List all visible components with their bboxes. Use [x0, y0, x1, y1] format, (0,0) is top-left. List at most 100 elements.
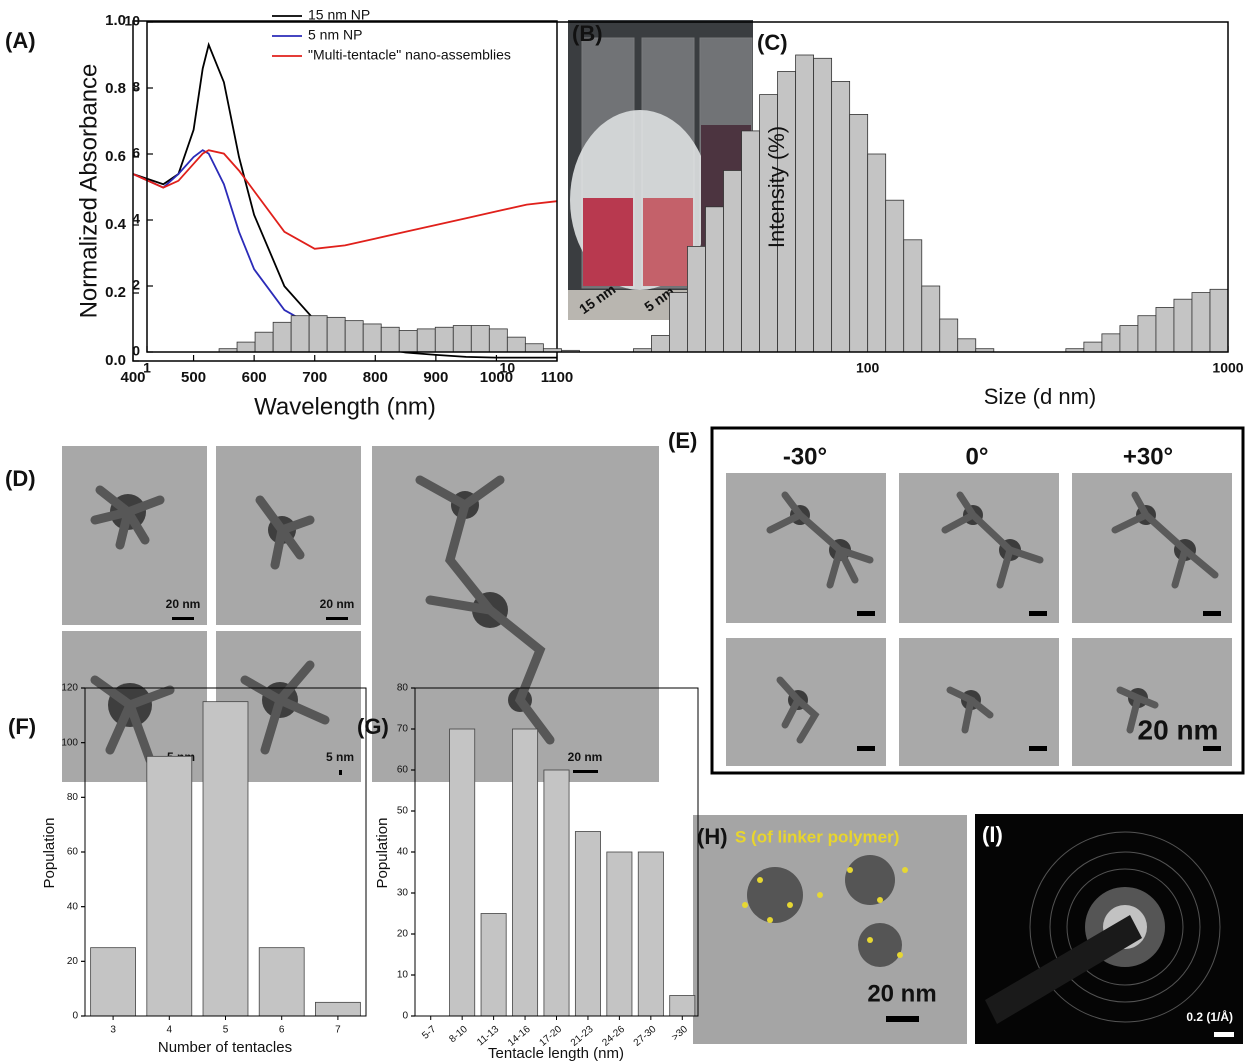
histogram-bar [1119, 325, 1139, 353]
histogram-bar [939, 318, 959, 353]
y-tick-label: 10 [397, 970, 409, 981]
plot-frame [84, 687, 367, 1017]
histogram-bar [398, 330, 418, 353]
y-axis-label: Population [374, 818, 391, 889]
y-tick-label: 80 [397, 683, 409, 694]
histogram-bar [488, 328, 508, 353]
histogram-bar [452, 325, 472, 353]
panel-label: (D) [5, 466, 36, 491]
histogram-bar [434, 326, 454, 353]
histogram-bar [254, 331, 274, 353]
x-tick-label: 400 [120, 369, 145, 386]
y-tick-label: 0.0 [105, 352, 126, 369]
y-tick-label: 0.2 [105, 284, 126, 301]
legend-label: "Multi-tentacle" nano-assemblies [308, 47, 511, 63]
histogram-bar [1137, 315, 1157, 353]
scale-bar-label: 20 nm [320, 597, 355, 611]
histogram-bar [524, 343, 544, 353]
histogram-bar [362, 323, 382, 353]
histogram-bar [813, 57, 833, 353]
y-axis-label: Population [41, 818, 58, 889]
x-axis-label: Number of tentacles [158, 1039, 292, 1056]
histogram-bar [651, 335, 670, 353]
x-tick-label: 900 [423, 369, 448, 386]
panel-label: (I) [982, 822, 1003, 847]
bar [146, 755, 193, 1017]
x-tick-label: 800 [363, 369, 388, 386]
scale-bar-label: 0.2 (1/Å) [1186, 1009, 1233, 1024]
bar [543, 769, 570, 1017]
y-tick-label: 1.0 [105, 12, 126, 29]
histogram-bar [885, 199, 905, 353]
x-tick-label: 1100 [541, 369, 574, 386]
histogram-bar [380, 326, 400, 353]
bar [606, 851, 633, 1017]
histogram-bar [1173, 298, 1193, 353]
x-tick-label: 4 [167, 1025, 173, 1036]
histogram-bar [1083, 341, 1103, 353]
y-tick-label: 0.6 [105, 148, 126, 165]
histogram-bar [687, 245, 706, 353]
panel-label: (C) [757, 30, 788, 55]
tilt-angle: +30° [1123, 443, 1173, 470]
panel-label: (G) [357, 714, 389, 739]
histogram-bar [272, 321, 292, 353]
x-tick-label: >30 [670, 1024, 690, 1044]
x-tick-label: 1 [143, 360, 151, 376]
y-tick-label: 60 [67, 847, 79, 858]
histogram-bar [741, 130, 760, 353]
x-tick-label: 100 [856, 360, 880, 376]
bar [480, 913, 507, 1017]
histogram-bar [1191, 292, 1211, 353]
y-tick-label: 10 [124, 13, 140, 29]
scale-bar-label: 20 nm [867, 980, 936, 1007]
series-line [132, 41, 557, 359]
x-tick-label: 5-7 [420, 1024, 438, 1042]
x-axis-label: Tentacle length (nm) [488, 1045, 624, 1062]
bar [315, 1001, 361, 1017]
histogram-bar [344, 320, 364, 353]
legend-label: 15 nm NP [308, 7, 370, 23]
x-tick-label: 3 [110, 1025, 116, 1036]
panel-label: (F) [8, 714, 36, 739]
histogram-bar [308, 315, 328, 353]
y-tick-label: 50 [397, 806, 409, 817]
x-tick-label: 500 [181, 369, 206, 386]
y-tick-label: 70 [397, 724, 409, 735]
x-tick-label: 8-10 [447, 1024, 470, 1046]
scale-bar-label: 20 nm [568, 750, 603, 764]
scale-bar-label: 5 nm [326, 750, 354, 764]
y-tick-label: 40 [67, 901, 79, 912]
y-tick-label: 0.8 [105, 80, 126, 97]
y-tick-label: 20 [67, 956, 79, 967]
plot-frame [146, 21, 1229, 353]
y-tick-label: 8 [132, 79, 140, 95]
x-tick-label: 1000 [1212, 360, 1243, 376]
histogram-bar [669, 292, 688, 353]
x-axis-label: Wavelength (nm) [254, 393, 436, 420]
bar [258, 947, 305, 1017]
tem-images-e [726, 473, 1232, 766]
y-tick-label: 40 [397, 847, 409, 858]
panel-label: (A) [5, 28, 36, 53]
histogram-bar [290, 315, 310, 353]
x-tick-label: 27-30 [632, 1024, 659, 1049]
x-tick-label: 10 [500, 360, 516, 376]
histogram-bar [1209, 288, 1229, 353]
bar [90, 947, 136, 1017]
y-tick-label: 60 [397, 765, 409, 776]
histogram-bar [326, 316, 346, 353]
panel-label: (B) [572, 21, 603, 46]
histogram-bar [1101, 333, 1121, 353]
y-tick-label: 2 [132, 277, 140, 293]
x-axis-label: Size (d nm) [984, 384, 1096, 409]
y-tick-label: 20 [397, 929, 409, 940]
bar [637, 851, 664, 1017]
histogram-bar [903, 239, 923, 353]
x-tick-label: 600 [242, 369, 267, 386]
diffraction-i [975, 814, 1243, 1044]
y-axis-label: Normalized Absorbance [75, 64, 102, 319]
histogram-bar [723, 170, 742, 353]
histogram-bar [921, 285, 941, 353]
